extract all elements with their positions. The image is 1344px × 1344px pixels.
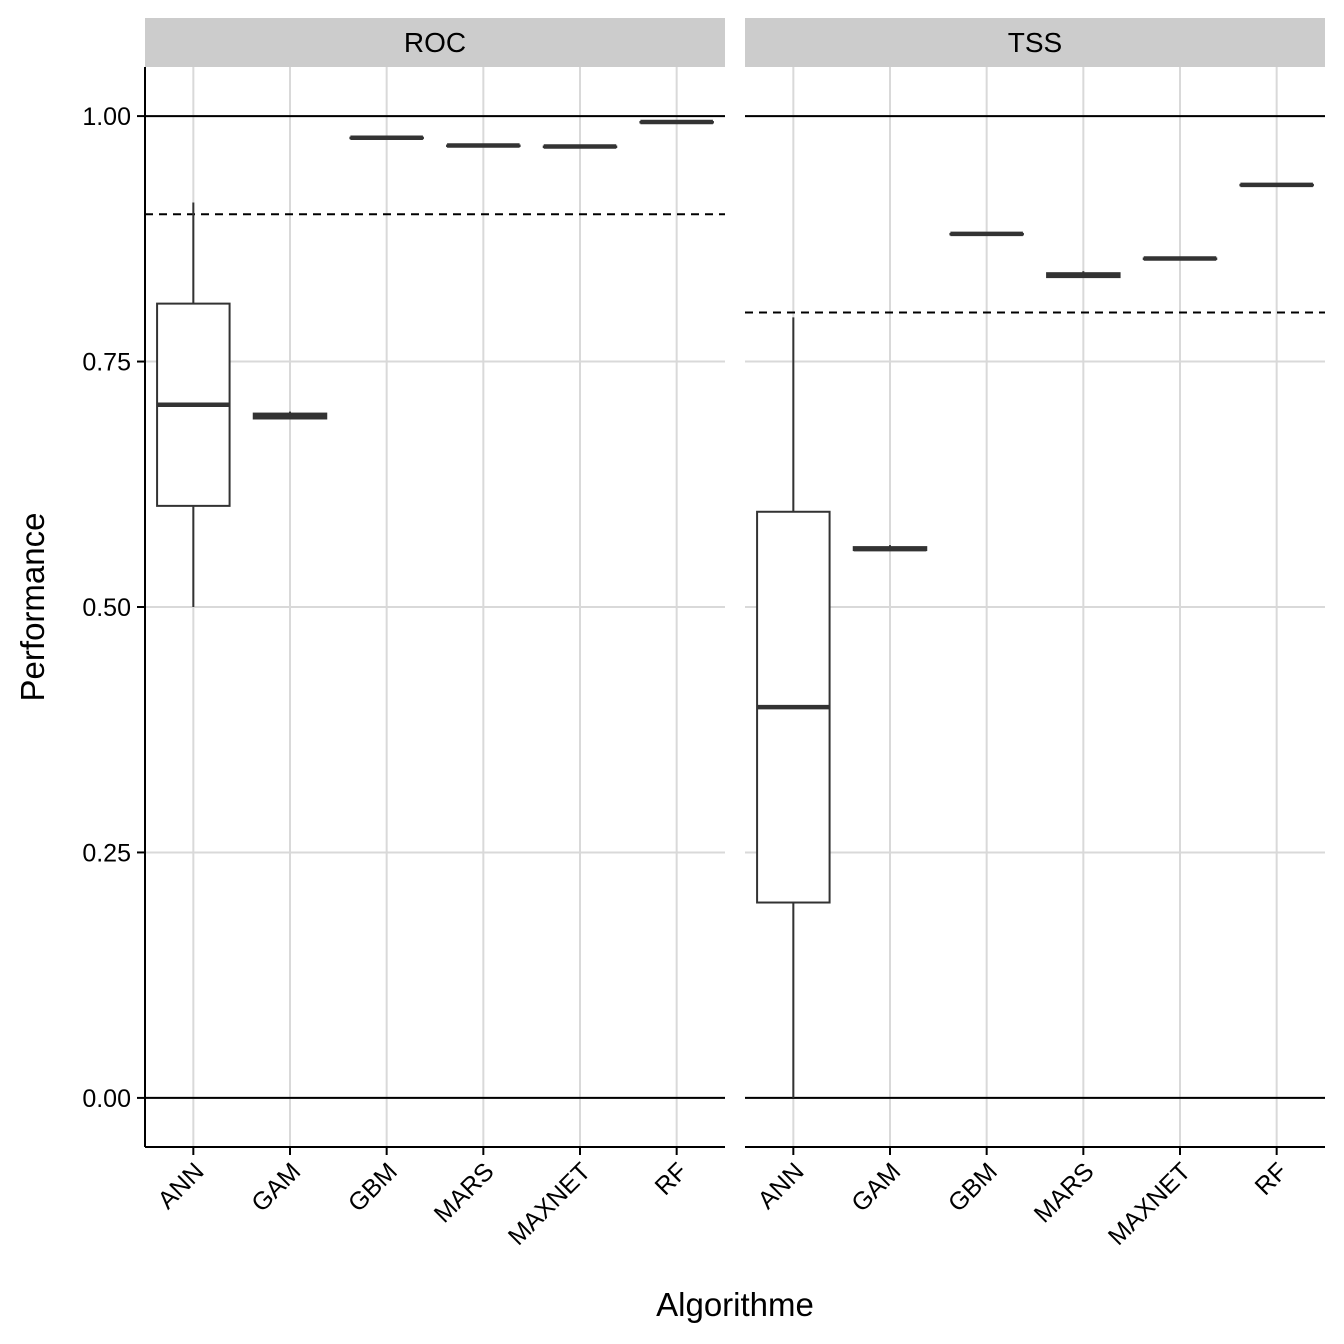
- x-tick-label-roc-gam: GAM: [246, 1157, 306, 1217]
- x-tick-label-tss-gam: GAM: [846, 1157, 906, 1217]
- y-tick-label-4: 1.00: [82, 103, 131, 131]
- y-axis-title: Performance: [14, 513, 51, 702]
- x-tick-label-tss-maxnet: MAXNET: [1103, 1157, 1196, 1250]
- facet-strip-label-tss: TSS: [1008, 27, 1062, 58]
- y-tick-label-3: 0.75: [82, 349, 131, 377]
- x-tick-label-tss-rf: RF: [1250, 1157, 1293, 1200]
- y-tick-label-2: 0.50: [82, 594, 131, 622]
- y-tick-label-1: 0.25: [82, 839, 131, 867]
- facet-strip-label-roc: ROC: [404, 27, 466, 58]
- y-tick-label-0: 0.00: [82, 1085, 131, 1113]
- facet-strip-roc: [145, 18, 725, 67]
- x-tick-label-tss-ann: ANN: [752, 1157, 809, 1214]
- x-tick-label-roc-ann: ANN: [152, 1157, 209, 1214]
- x-tick-label-roc-rf: RF: [650, 1157, 693, 1200]
- x-axis-title: Algorithme: [656, 1286, 814, 1323]
- x-tick-label-tss-mars: MARS: [1029, 1157, 1100, 1228]
- x-tick-label-tss-gbm: GBM: [943, 1157, 1003, 1217]
- x-tick-label-roc-gbm: GBM: [343, 1157, 403, 1217]
- x-tick-label-roc-mars: MARS: [429, 1157, 500, 1228]
- facet-strip-tss: [745, 18, 1325, 67]
- x-tick-label-roc-maxnet: MAXNET: [503, 1157, 596, 1250]
